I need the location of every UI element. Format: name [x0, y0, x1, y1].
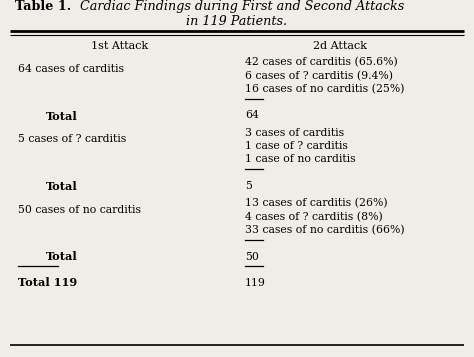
Text: 5: 5	[245, 181, 252, 191]
Text: 50 cases of no carditis: 50 cases of no carditis	[18, 205, 141, 215]
Text: 5 cases of ? carditis: 5 cases of ? carditis	[18, 134, 126, 144]
Text: 16 cases of no carditis (25%): 16 cases of no carditis (25%)	[245, 84, 404, 94]
Text: 1 case of no carditis: 1 case of no carditis	[245, 155, 356, 165]
Text: 6 cases of ? carditis (9.4%): 6 cases of ? carditis (9.4%)	[245, 70, 393, 81]
Text: Table 1.: Table 1.	[15, 0, 71, 13]
Text: 119: 119	[245, 277, 266, 287]
Text: Total: Total	[46, 181, 78, 192]
Text: 64 cases of carditis: 64 cases of carditis	[18, 64, 124, 74]
Text: 50: 50	[245, 251, 259, 261]
Text: Total 119: Total 119	[18, 277, 77, 288]
Text: 4 cases of ? carditis (8%): 4 cases of ? carditis (8%)	[245, 211, 383, 222]
Text: Total: Total	[46, 251, 78, 262]
Text: Cardiac Findings during First and Second Attacks: Cardiac Findings during First and Second…	[72, 0, 404, 13]
Text: 2d Attack: 2d Attack	[313, 41, 367, 51]
Text: 1 case of ? carditis: 1 case of ? carditis	[245, 141, 348, 151]
Text: 1st Attack: 1st Attack	[91, 41, 149, 51]
Text: 64: 64	[245, 111, 259, 121]
Text: Total: Total	[46, 111, 78, 121]
Text: 33 cases of no carditis (66%): 33 cases of no carditis (66%)	[245, 225, 405, 235]
Text: 13 cases of carditis (26%): 13 cases of carditis (26%)	[245, 198, 388, 208]
Text: 42 cases of carditis (65.6%): 42 cases of carditis (65.6%)	[245, 57, 398, 67]
Text: 3 cases of carditis: 3 cases of carditis	[245, 127, 344, 137]
Text: in 119 Patients.: in 119 Patients.	[186, 15, 288, 28]
